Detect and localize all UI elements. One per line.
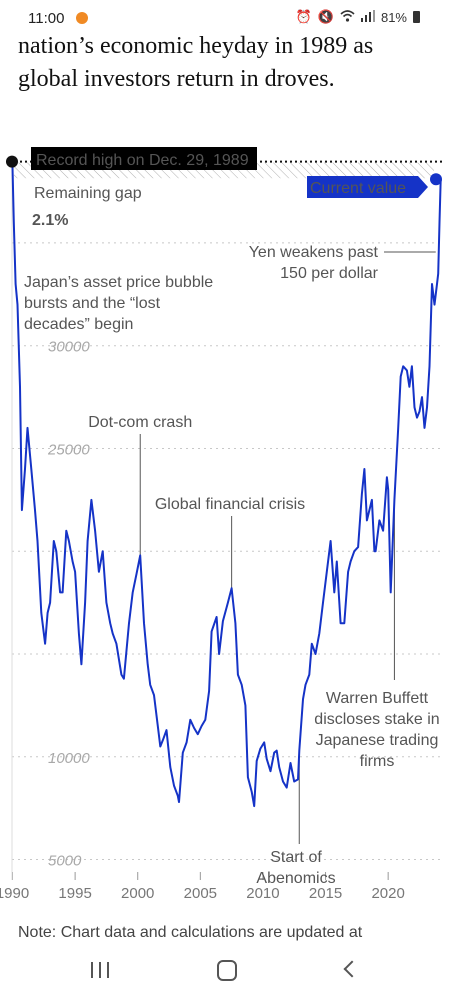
- navigation-bar: [0, 944, 450, 1000]
- bubble-annotation: decades” begin: [24, 316, 133, 333]
- mute-icon: 🔇: [317, 9, 334, 24]
- article-text: nation’s economic heyday in 1989 as glob…: [18, 33, 374, 92]
- recent-apps-icon[interactable]: [91, 962, 109, 978]
- yen-annotation: Yen weakens past: [249, 244, 379, 261]
- y-tick-label: 10000: [48, 750, 90, 767]
- status-time: 11:00: [28, 10, 65, 27]
- x-tick-label: 1990: [0, 885, 29, 902]
- yen-annotation: 150 per dollar: [280, 265, 379, 282]
- x-tick-label: 2020: [371, 885, 404, 902]
- abenomics-annotation: Start of: [270, 849, 322, 866]
- x-tick-label: 2015: [309, 885, 342, 902]
- current-value-tag: [307, 176, 428, 198]
- series-line: [11, 162, 442, 808]
- remaining-gap-value: 2.1%: [32, 212, 68, 229]
- x-tick-label: 2005: [184, 885, 217, 902]
- buffett-annotation: Warren Buffett: [326, 690, 429, 707]
- current-value-marker: [430, 173, 442, 186]
- y-tick-label: 5000: [48, 853, 82, 870]
- notification-dot-icon: [76, 12, 88, 24]
- gfc-annotation: Global financial crisis: [155, 496, 305, 513]
- home-icon[interactable]: [217, 960, 237, 981]
- current-value-label: Current value: [310, 180, 406, 197]
- wifi-icon: [340, 9, 355, 25]
- abenomics-annotation: Abenomics: [256, 870, 335, 887]
- record-high-label-box: [31, 147, 257, 170]
- record-high-marker: [6, 155, 18, 168]
- alarm-icon: ⏰: [295, 9, 312, 24]
- signal-icon: [360, 9, 375, 25]
- buffett-annotation: Japanese trading: [316, 732, 439, 749]
- remaining-gap-label: Remaining gap: [34, 185, 142, 202]
- y-tick-label: 30000: [48, 339, 90, 356]
- x-tick-label: 2000: [121, 885, 154, 902]
- dotcom-annotation: Dot-com crash: [88, 414, 192, 431]
- back-icon[interactable]: [343, 960, 361, 978]
- status-icons: ⏰ 🔇 81%: [296, 9, 420, 25]
- x-tick-label: 2010: [246, 885, 279, 902]
- buffett-annotation: firms: [360, 753, 395, 770]
- bubble-annotation: bursts and the “lost: [24, 295, 161, 312]
- x-tick-label: 1995: [58, 885, 91, 902]
- chart-note: Note: Chart data and calculations are up…: [18, 924, 363, 941]
- y-tick-label: 25000: [47, 441, 90, 458]
- record-high-label: Record high on Dec. 29, 1989: [36, 152, 249, 169]
- status-bar: 11:00 ⏰ 🔇 81%: [0, 0, 450, 36]
- bubble-annotation: Japan’s asset price bubble: [24, 274, 213, 291]
- buffett-annotation: discloses stake in: [314, 711, 439, 728]
- battery-percent: 81%: [380, 9, 407, 25]
- nikkei-line-chart: 5000 10000 25000 30000 1990 1995 2000 2005 2010 2…: [0, 147, 442, 902]
- battery-icon: [413, 11, 420, 23]
